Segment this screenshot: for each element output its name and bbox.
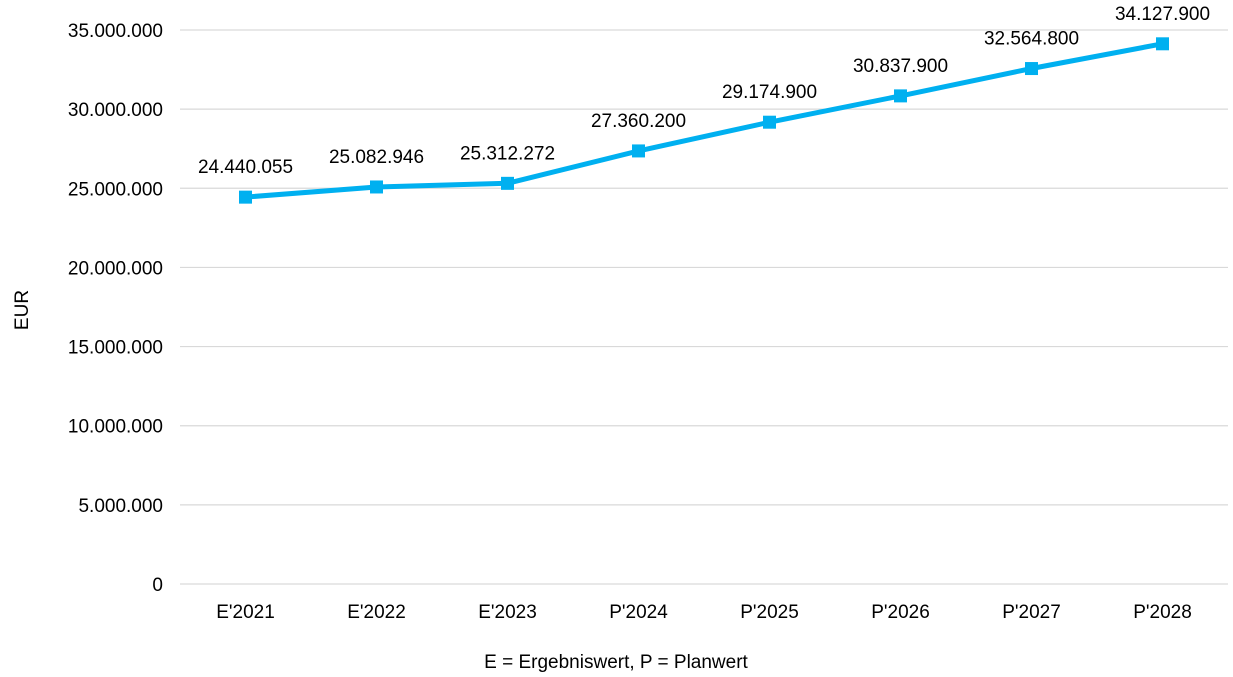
data-label: 30.837.900 <box>853 56 948 77</box>
x-tick-label: P'2026 <box>871 602 930 623</box>
data-label: 27.360.200 <box>591 111 686 132</box>
data-point-marker <box>501 176 514 190</box>
data-point-marker <box>239 190 252 204</box>
y-tick-label: 25.000.000 <box>68 179 163 200</box>
x-tick-label: P'2028 <box>1133 602 1192 623</box>
y-tick-label: 10.000.000 <box>68 417 163 438</box>
data-label: 25.082.946 <box>329 147 424 168</box>
data-label: 29.174.900 <box>722 82 817 103</box>
x-tick-label: P'2025 <box>740 602 799 623</box>
y-tick-labels: 0 5.000.000 10.000.000 15.000.000 20.000.000… <box>68 21 163 596</box>
data-label: 32.564.800 <box>984 29 1079 50</box>
y-axis-title: EUR <box>12 290 33 330</box>
x-axis-title: E = Ergebniswert, P = Planwert <box>484 652 748 673</box>
y-tick-label: 15.000.000 <box>68 338 163 359</box>
x-tick-label: E'2023 <box>478 602 537 623</box>
data-labels: 24.440.055 25.082.946 25.312.272 27.360.200… <box>198 4 1210 178</box>
y-tick-label: 20.000.000 <box>68 258 163 279</box>
x-tick-labels: E'2021 E'2022 E'2023 P'2024 P'2025 P'2026 P'20… <box>216 602 1192 623</box>
y-tick-label: 30.000.000 <box>68 100 163 121</box>
data-point-marker <box>1025 62 1038 76</box>
data-point-marker <box>370 180 383 194</box>
grid-layer <box>180 29 1228 585</box>
data-point-marker <box>894 89 907 103</box>
x-tick-label: E'2021 <box>216 602 275 623</box>
data-point-marker <box>763 115 776 129</box>
data-label: 34.127.900 <box>1115 4 1210 25</box>
x-tick-label: P'2027 <box>1002 602 1061 623</box>
series-line <box>245 41 1163 200</box>
y-tick-label: 5.000.000 <box>78 496 163 517</box>
y-tick-label: 0 <box>152 575 163 596</box>
data-label: 24.440.055 <box>198 157 293 178</box>
data-label: 25.312.272 <box>460 143 555 164</box>
data-point-marker <box>1156 37 1169 51</box>
x-tick-label: P'2024 <box>609 602 668 623</box>
x-tick-label: E'2022 <box>347 602 406 623</box>
y-tick-label: 35.000.000 <box>68 21 163 42</box>
series-layer <box>239 37 1169 204</box>
data-point-marker <box>632 144 645 158</box>
